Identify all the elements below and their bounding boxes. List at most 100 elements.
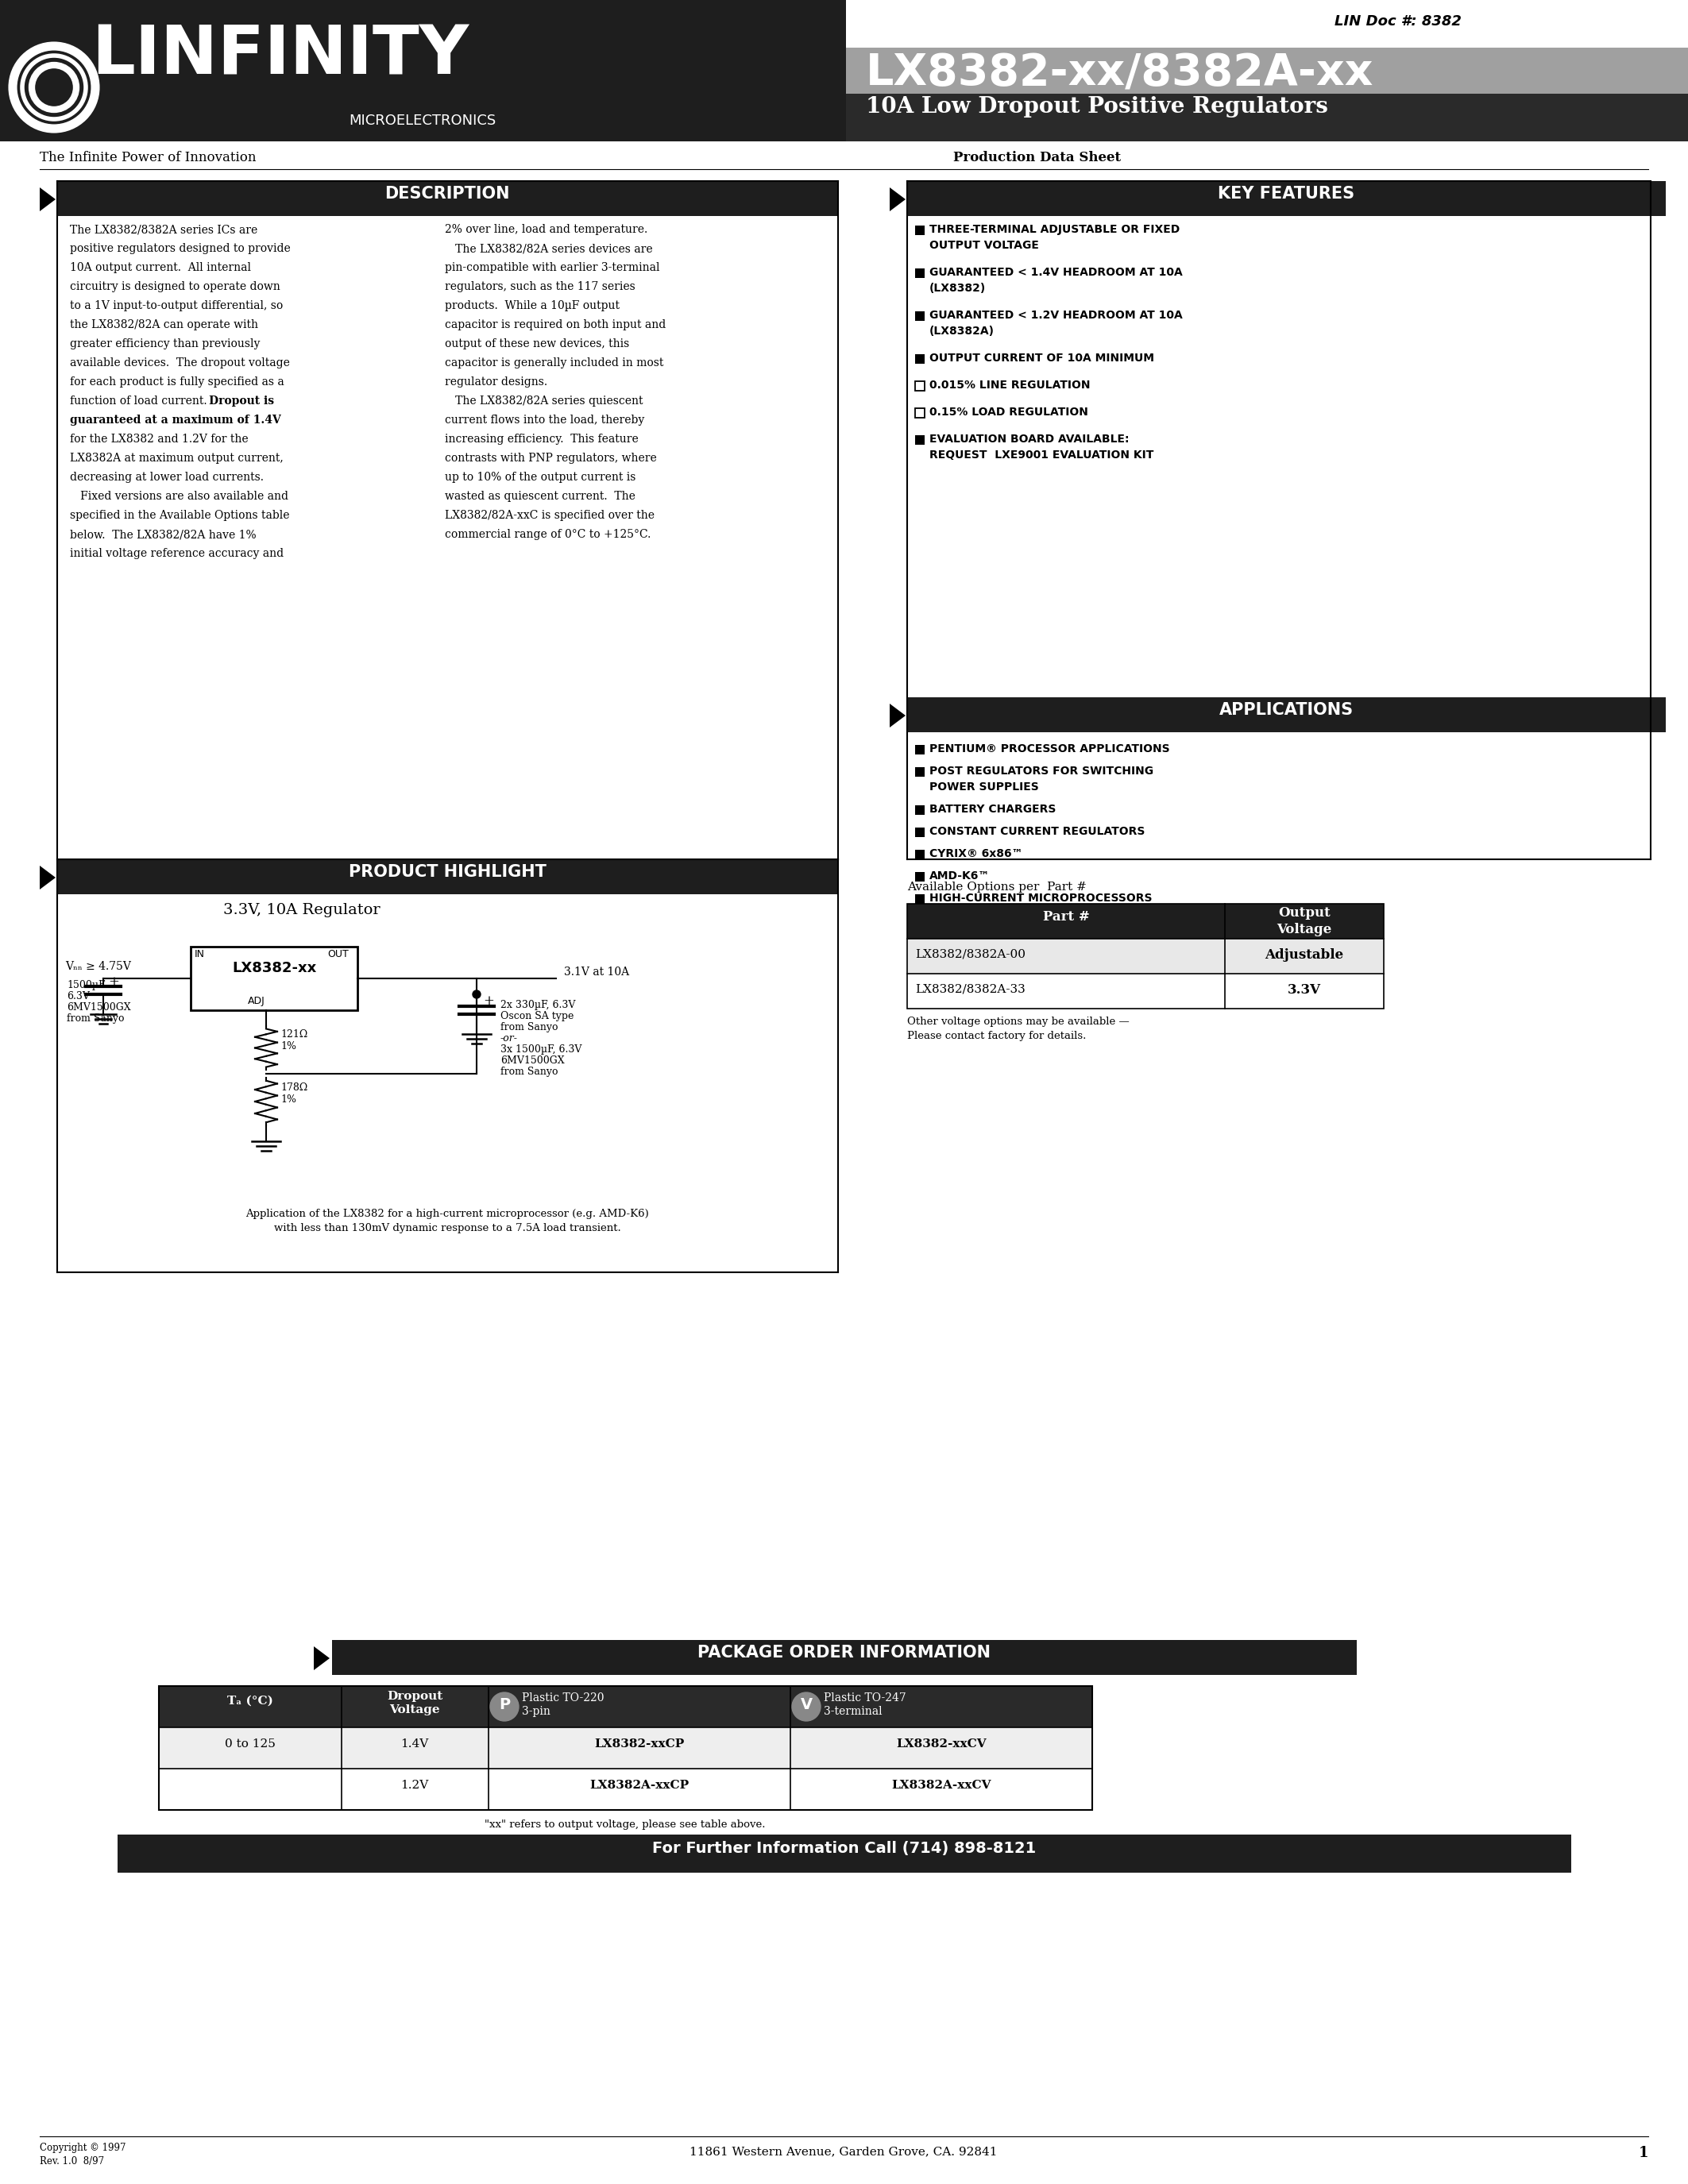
Circle shape [37, 70, 71, 105]
Bar [159, 1769, 341, 1811]
Text: 10A Low Dropout Positive Regulators: 10A Low Dropout Positive Regulators [866, 96, 1328, 118]
Text: available devices.  The dropout voltage: available devices. The dropout voltage [69, 358, 290, 369]
Text: LX8382A-xxCP: LX8382A-xxCP [589, 1780, 689, 1791]
Bar [915, 435, 925, 446]
Polygon shape [890, 703, 905, 727]
Text: LX8382-xx: LX8382-xx [231, 961, 316, 976]
Text: 1: 1 [1639, 2147, 1647, 2160]
Text: 2% over line, load and temperature.: 2% over line, load and temperature. [446, 225, 648, 236]
Text: GUARANTEED < 1.4V HEADROOM AT 10A: GUARANTEED < 1.4V HEADROOM AT 10A [930, 266, 1183, 277]
Text: 0 to 125: 0 to 125 [225, 1738, 275, 1749]
Text: IN: IN [194, 950, 204, 959]
Text: Dropout
Voltage: Dropout Voltage [387, 1690, 442, 1717]
Text: LX8382A at maximum output current,: LX8382A at maximum output current, [69, 452, 284, 463]
Bar [341, 1769, 488, 1811]
Text: LIN Doc #: 8382: LIN Doc #: 8382 [1335, 15, 1462, 28]
Text: LX8382/8382A-33: LX8382/8382A-33 [915, 983, 1025, 994]
Text: CONSTANT CURRENT REGULATORS: CONSTANT CURRENT REGULATORS [930, 826, 1144, 836]
Bar [906, 697, 1666, 732]
Bar [790, 1769, 1092, 1811]
Text: 0.15% LOAD REGULATION: 0.15% LOAD REGULATION [930, 406, 1089, 417]
Text: LX8382A-xxCV: LX8382A-xxCV [891, 1780, 991, 1791]
Text: PENTIUM® PROCESSOR APPLICATIONS: PENTIUM® PROCESSOR APPLICATIONS [930, 743, 1170, 753]
Text: MICROELECTRONICS: MICROELECTRONICS [349, 114, 496, 129]
Bar [906, 939, 1225, 974]
Text: 3.3V: 3.3V [1288, 983, 1322, 996]
Text: capacitor is required on both input and: capacitor is required on both input and [446, 319, 665, 330]
Bar [1225, 939, 1384, 974]
Text: 121Ω
1%: 121Ω 1% [280, 1029, 307, 1051]
Text: to a 1V input-to-output differential, so: to a 1V input-to-output differential, so [69, 299, 284, 312]
Text: LX8382-xxCP: LX8382-xxCP [594, 1738, 684, 1749]
Bar [906, 904, 1384, 1009]
Polygon shape [41, 865, 56, 889]
Text: 3.3V, 10A Regulator: 3.3V, 10A Regulator [223, 902, 380, 917]
Text: specified in the Available Options table: specified in the Available Options table [69, 509, 290, 522]
Bar [341, 1728, 488, 1769]
Text: circuitry is designed to operate down: circuitry is designed to operate down [69, 282, 280, 293]
Text: KEY FEATURES: KEY FEATURES [1217, 186, 1354, 201]
Text: LX8382/82A-xxC is specified over the: LX8382/82A-xxC is specified over the [446, 509, 655, 522]
Text: The LX8382/8382A series ICs are: The LX8382/8382A series ICs are [69, 225, 258, 236]
Bar [915, 893, 925, 904]
Text: guaranteed at a maximum of 1.4V: guaranteed at a maximum of 1.4V [69, 415, 280, 426]
Bar [915, 806, 925, 815]
Bar [118, 1835, 1572, 1872]
Text: from Sanyo: from Sanyo [500, 1066, 559, 1077]
Text: LX8382-xxCV: LX8382-xxCV [896, 1738, 986, 1749]
Bar [159, 1728, 341, 1769]
Bar [906, 904, 1225, 939]
Text: capacitor is generally included in most: capacitor is generally included in most [446, 358, 663, 369]
Bar [159, 1686, 1092, 1728]
Bar [846, 0, 1688, 48]
Text: the LX8382/82A can operate with: the LX8382/82A can operate with [69, 319, 258, 330]
Text: For Further Information Call (714) 898-8121: For Further Information Call (714) 898-8… [653, 1841, 1036, 1856]
Bar [846, 94, 1688, 142]
Text: CYRIX® 6x86™: CYRIX® 6x86™ [930, 847, 1023, 858]
Bar [488, 1728, 790, 1769]
Text: 6.3V: 6.3V [68, 992, 89, 1002]
Text: LX8382-xx/8382A-xx: LX8382-xx/8382A-xx [866, 52, 1374, 94]
Text: Plastic TO-220
3-pin: Plastic TO-220 3-pin [522, 1693, 604, 1717]
Text: pin-compatible with earlier 3-terminal: pin-compatible with earlier 3-terminal [446, 262, 660, 273]
Text: output of these new devices, this: output of these new devices, this [446, 339, 630, 349]
Bar [915, 382, 925, 391]
Bar [488, 1769, 790, 1811]
Text: Available Options per  Part #: Available Options per Part # [906, 882, 1087, 893]
Text: P: P [500, 1697, 510, 1712]
Polygon shape [890, 188, 905, 212]
Polygon shape [41, 188, 56, 212]
Text: regulators, such as the 117 series: regulators, such as the 117 series [446, 282, 635, 293]
Bar [191, 946, 358, 1011]
Text: for the LX8382 and 1.2V for the: for the LX8382 and 1.2V for the [69, 435, 248, 446]
Bar [915, 408, 925, 417]
Bar [915, 354, 925, 365]
Text: 6MV1500GX: 6MV1500GX [68, 1002, 130, 1013]
Text: current flows into the load, thereby: current flows into the load, thereby [446, 415, 645, 426]
Text: for each product is fully specified as a: for each product is fully specified as a [69, 376, 284, 387]
Text: contrasts with PNP regulators, where: contrasts with PNP regulators, where [446, 452, 657, 463]
Circle shape [473, 989, 481, 998]
Text: Oscon SA type: Oscon SA type [500, 1011, 574, 1022]
Text: initial voltage reference accuracy and: initial voltage reference accuracy and [69, 548, 284, 559]
Text: Production Data Sheet: Production Data Sheet [954, 151, 1121, 164]
Text: AMD-K6™: AMD-K6™ [930, 871, 989, 882]
Text: up to 10% of the output current is: up to 10% of the output current is [446, 472, 636, 483]
Text: "xx" refers to output voltage, please see table above.: "xx" refers to output voltage, please se… [484, 1819, 766, 1830]
Bar [1225, 904, 1384, 939]
Text: REQUEST  LXE9001 EVALUATION KIT: REQUEST LXE9001 EVALUATION KIT [930, 450, 1153, 461]
Bar [57, 858, 837, 893]
Bar [915, 828, 925, 836]
Bar [915, 850, 925, 858]
Text: 3.1V at 10A: 3.1V at 10A [564, 968, 630, 978]
Text: wasted as quiescent current.  The: wasted as quiescent current. The [446, 491, 635, 502]
Bar [915, 871, 925, 882]
Text: 6MV1500GX: 6MV1500GX [500, 1055, 564, 1066]
Text: (LX8382A): (LX8382A) [930, 325, 994, 336]
Text: BATTERY CHARGERS: BATTERY CHARGERS [930, 804, 1057, 815]
Text: ADJ: ADJ [248, 996, 265, 1007]
Circle shape [792, 1693, 820, 1721]
Bar [915, 745, 925, 753]
Text: The Infinite Power of Innovation: The Infinite Power of Innovation [41, 151, 257, 164]
Text: +: + [108, 976, 120, 989]
